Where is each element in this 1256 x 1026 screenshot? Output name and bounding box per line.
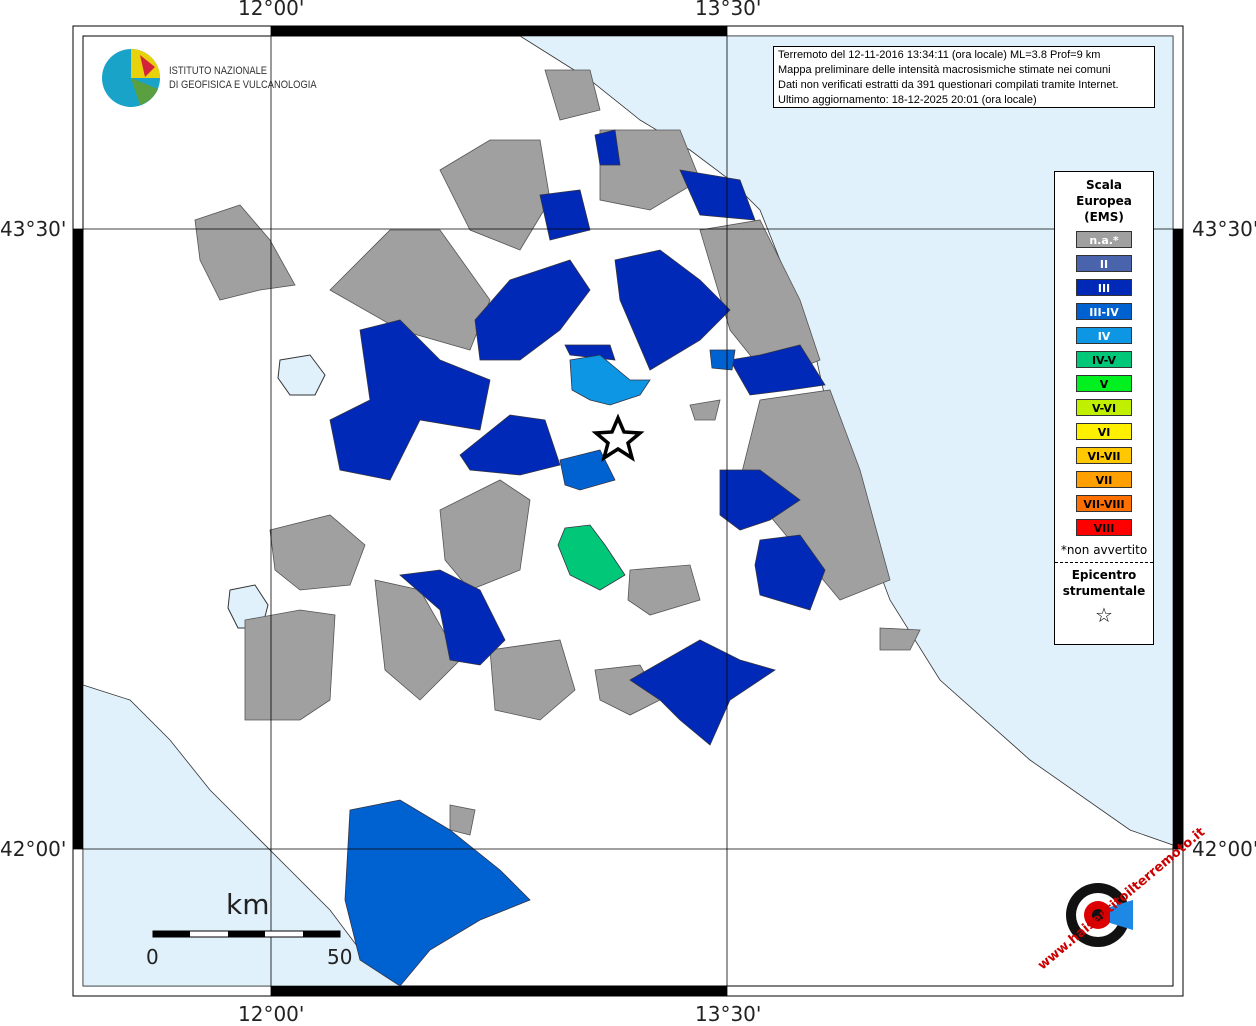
watermark-logo	[1066, 883, 1133, 947]
scale-min: 0	[146, 945, 159, 969]
legend-swatch: V	[1076, 375, 1132, 392]
legend-swatch: VII	[1076, 471, 1132, 488]
lon-label-top-1330: 13°30'	[695, 0, 762, 20]
lat-label-right-4330: 43°30'	[1192, 217, 1256, 241]
info-line: Ultimo aggiornamento: 18-12-2025 20:01 (…	[778, 94, 1037, 106]
info-line: Mappa preliminare delle intensità macros…	[778, 64, 1111, 76]
info-line: Dati non verificati estratti da 391 ques…	[778, 79, 1119, 91]
legend-swatch: V-VI	[1076, 399, 1132, 416]
info-line: Terremoto del 12-11-2016 13:34:11 (ora l…	[778, 49, 1101, 61]
ingv-logo-text: ISTITUTO NAZIONALE DI GEOFISICA E VULCANO…	[169, 65, 317, 91]
legend-swatch: VI	[1076, 423, 1132, 440]
legend-title: Scala Europea (EMS)	[1076, 178, 1132, 224]
ingv-logo-icon	[100, 47, 162, 113]
lon-label-bottom-1330: 13°30'	[695, 1002, 762, 1026]
lat-label-left-4330: 43°30'	[0, 217, 67, 241]
lat-label-right-42: 42°00'	[1192, 837, 1256, 861]
legend-swatch: VIII	[1076, 519, 1132, 536]
municipalities-iii	[329, 129, 826, 746]
legend-swatch: IV	[1076, 327, 1132, 344]
municipality-iv	[569, 354, 651, 406]
municipalities-iii-iv	[344, 349, 736, 987]
scale-unit: km	[226, 888, 270, 921]
lat-label-left-42: 42°00'	[0, 837, 67, 861]
lon-label-bottom-12: 12°00'	[238, 1002, 305, 1026]
legend-swatch: n.a.*	[1076, 231, 1132, 248]
epicenter-star	[591, 413, 645, 462]
legend-swatch: II	[1076, 255, 1132, 272]
legend-swatch: VII-VIII	[1076, 495, 1132, 512]
legend-swatch: III-IV	[1076, 303, 1132, 320]
lon-label-top-12: 12°00'	[238, 0, 305, 20]
frame-ticks	[73, 26, 1183, 996]
scale-max: 50	[327, 945, 353, 969]
graticule	[73, 26, 1183, 996]
epicenter-legend-title: Epicentro strumentale	[1062, 568, 1146, 598]
legend-swatch: IV-V	[1076, 351, 1132, 368]
epicenter-star-icon: ☆	[1095, 603, 1113, 627]
scale-bar	[152, 930, 341, 938]
legend-swatch: III	[1076, 279, 1132, 296]
legend-note: *non avvertito	[1060, 543, 1148, 557]
ems-legend: Scala Europea (EMS) n.a.* II III III-IV IV IV-V…	[1054, 171, 1154, 645]
lake-trasimeno	[277, 354, 326, 396]
legend-swatch: VI-VII	[1076, 447, 1132, 464]
municipality-iv-v	[557, 524, 626, 591]
event-info-box: Terremoto del 12-11-2016 13:34:11 (ora l…	[773, 46, 1155, 108]
